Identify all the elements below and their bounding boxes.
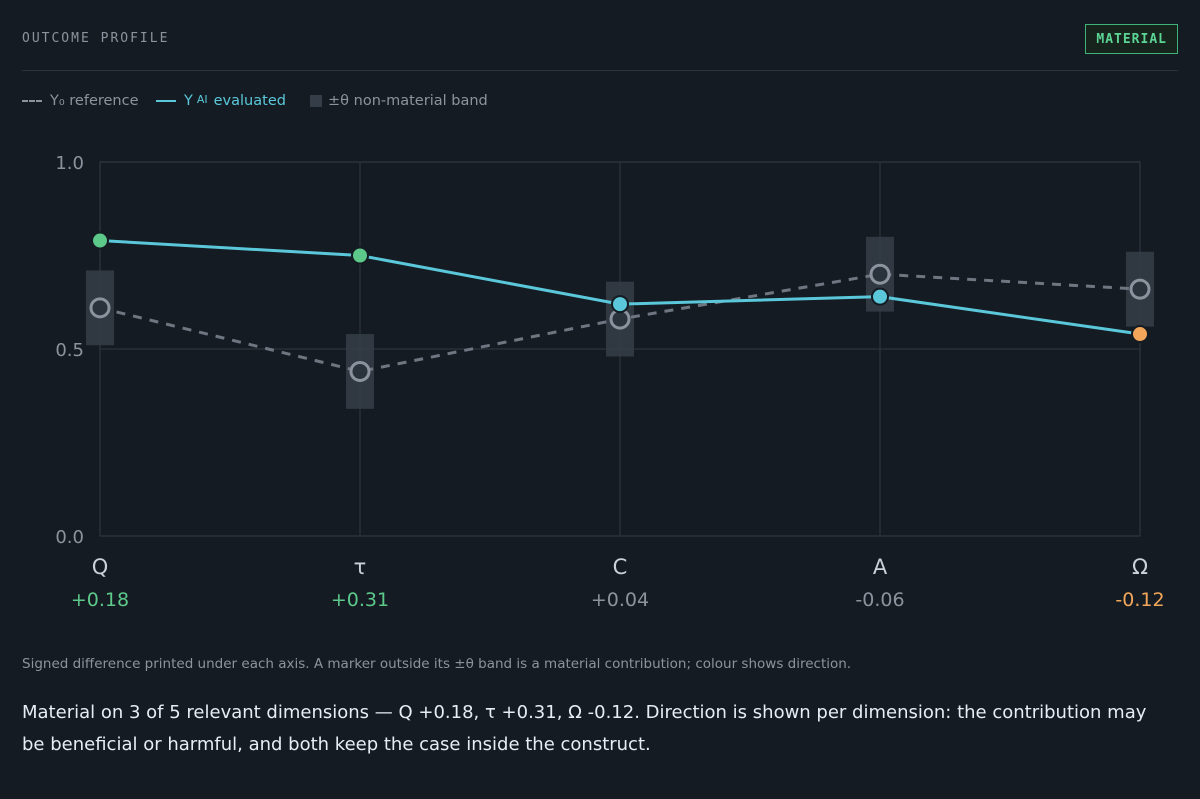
y-tick-label: 1.0	[55, 153, 84, 174]
legend-evaluated-prefix: Y	[184, 93, 193, 109]
y-tick-label: 0.5	[55, 340, 84, 361]
band-swatch	[310, 95, 322, 107]
legend-item-evaluated: Y AI evaluated	[156, 93, 286, 109]
difference-label: +0.31	[331, 589, 389, 611]
legend-item-band: ±θ non-material band	[310, 93, 488, 109]
difference-label: +0.04	[591, 589, 649, 611]
legend-evaluated-sub: AI	[196, 93, 208, 106]
legend-evaluated-suffix: evaluated	[213, 93, 286, 109]
y-tick-label: 0.0	[55, 527, 84, 548]
chart-caption: Signed difference printed under each axi…	[22, 656, 852, 672]
reference-point	[349, 360, 371, 382]
legend-reference-label: Y₀ reference	[50, 93, 139, 109]
panel-header: OUTCOME PROFILE MATERIAL	[22, 22, 1178, 71]
x-category-label: τ	[354, 555, 367, 579]
reference-line-swatch	[22, 100, 42, 102]
x-category-label: C	[613, 555, 628, 579]
difference-label: +0.18	[71, 589, 129, 611]
plot-frame	[99, 161, 1141, 537]
evaluated-point	[1131, 325, 1149, 344]
evaluated-point	[871, 287, 889, 306]
legend-band-label: ±θ non-material band	[328, 93, 488, 109]
difference-label: -0.06	[855, 589, 904, 611]
evaluated-point	[351, 246, 369, 265]
x-category-label: Ω	[1132, 555, 1148, 579]
evaluated-point	[91, 231, 109, 250]
difference-label: -0.12	[1115, 589, 1164, 611]
legend-item-reference: Y₀ reference	[22, 93, 139, 109]
summary-text: Material on 3 of 5 relevant dimensions —…	[22, 702, 1147, 755]
evaluated-line-swatch	[156, 100, 176, 102]
reference-point	[89, 297, 111, 319]
status-badge: MATERIAL	[1085, 24, 1178, 54]
x-category-label: A	[873, 555, 888, 579]
section-title: OUTCOME PROFILE	[22, 31, 170, 46]
reference-point	[1129, 278, 1151, 300]
x-category-label: Q	[92, 555, 109, 579]
evaluated-point	[611, 295, 629, 314]
outcome-profile-chart: 0.0 0.5 1.0 Q +0.18 τ +0.31 C +0.04 A -0.06 Ω -0.12	[55, 153, 1164, 611]
reference-point	[869, 263, 891, 285]
